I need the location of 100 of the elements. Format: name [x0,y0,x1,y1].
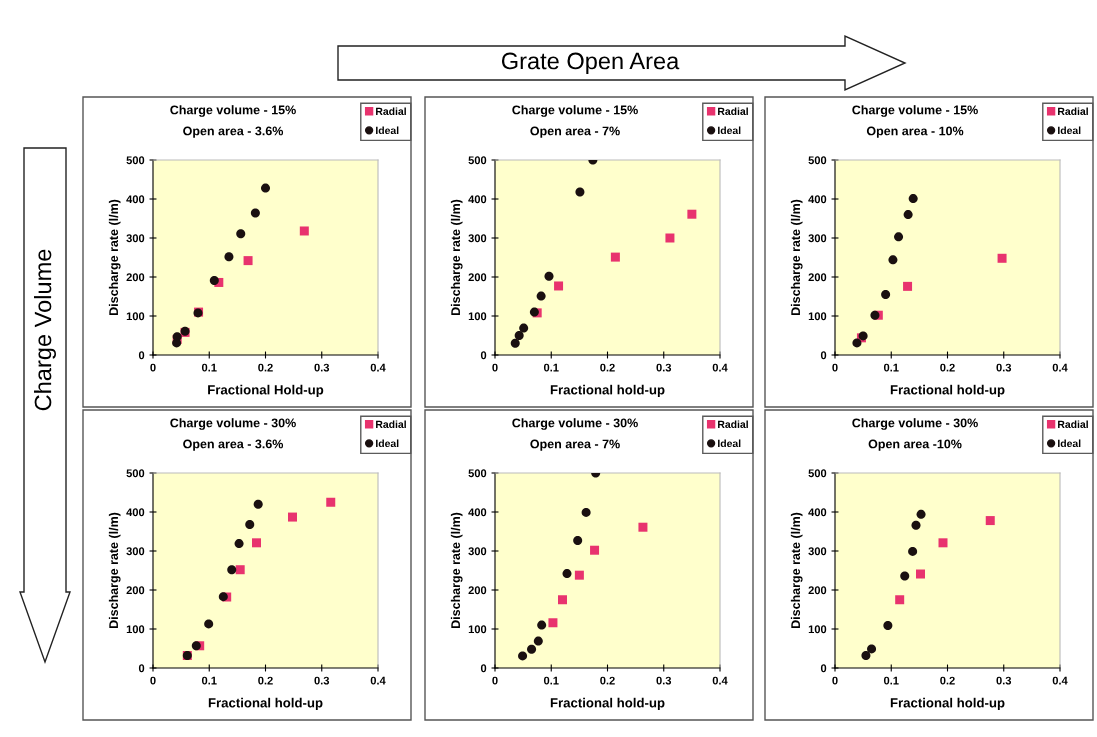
y-tick-label: 0 [480,351,487,360]
x-tick-label: 0.3 [996,363,1012,372]
legend-label: Ideal [376,126,399,135]
x-tick-label: 0.2 [258,363,273,372]
text: Grate Open Area [501,52,680,74]
y-tick-label: 400 [126,508,145,517]
x-tick-label: 0.1 [883,676,899,685]
y-tick-label: 400 [468,195,487,204]
y-tick-label: 200 [808,586,827,595]
y-tick-label: 300 [468,547,487,556]
y-axis-title: Discharge rate (l/m) [450,512,463,629]
legend-label: Ideal [718,126,741,135]
y-tick-label: 100 [468,625,487,634]
y-tick-label: 500 [808,156,827,165]
legend-label: Radial [1058,107,1088,116]
y-tick-label: 100 [808,312,827,321]
chart-subtitle: Open area -10% [868,439,962,451]
y-tick-label: 500 [808,469,827,478]
chart-title: Charge volume - 15% [512,105,638,117]
y-tick-label: 100 [126,625,145,634]
x-tick-label: 0.4 [1052,676,1068,685]
chart-title: Charge volume - 30% [170,418,296,430]
y-tick-label: 200 [468,273,487,282]
x-tick-label: 0.2 [258,676,273,685]
y-tick-label: 400 [808,195,827,204]
y-axis-title: Discharge rate (l/m) [108,199,121,316]
legend-label: Radial [376,420,406,429]
x-tick-label: 0 [492,676,498,685]
chart-title: Charge volume - 15% [170,105,296,117]
legend-label: Radial [718,107,748,116]
x-tick-label: 0 [150,363,156,372]
y-tick-label: 0 [138,351,145,360]
x-axis-title: Fractional hold-up [208,697,323,711]
x-axis-title: Fractional hold-up [890,384,1005,398]
y-tick-label: 0 [138,664,145,673]
y-tick-label: 300 [808,234,827,243]
x-tick-label: 0.1 [883,363,899,372]
x-tick-label: 0 [832,363,838,372]
chart-title: Charge volume - 30% [852,418,978,430]
x-tick-label: 0 [832,676,838,685]
x-tick-label: 0 [150,676,156,685]
x-tick-label: 0.4 [712,363,728,372]
legend-label: Ideal [1058,126,1081,135]
y-axis-title: Discharge rate (l/m) [790,199,803,316]
chart-subtitle: Open area - 3.6% [183,126,284,138]
y-tick-label: 100 [808,625,827,634]
y-axis-title: Discharge rate (l/m) [450,199,463,316]
x-axis-title: Fractional Hold-up [208,384,324,398]
x-tick-label: 0.4 [370,363,386,372]
x-tick-label: 0.4 [1052,363,1068,372]
x-tick-label: 0.1 [201,363,217,372]
chart-subtitle: Open area - 7% [530,439,620,451]
chart-subtitle: Open area - 3.6% [183,439,284,451]
x-axis-title: Fractional hold-up [550,384,665,398]
x-tick-label: 0.2 [600,363,615,372]
x-tick-label: 0.1 [201,676,217,685]
x-tick-label: 0 [492,363,498,372]
y-tick-label: 300 [808,547,827,556]
y-tick-label: 0 [820,664,827,673]
chart-subtitle: Open area - 10% [866,126,964,138]
y-tick-label: 100 [126,312,145,321]
legend-label: Radial [376,107,406,116]
legend-label: Ideal [376,439,399,448]
y-tick-label: 0 [820,351,827,360]
text: Charge Volume [34,249,56,411]
y-tick-label: 500 [468,156,487,165]
x-tick-label: 0.2 [940,676,955,685]
y-tick-label: 500 [126,469,145,478]
x-tick-label: 0.1 [543,676,559,685]
x-tick-label: 0.2 [940,363,955,372]
x-tick-label: 0.3 [314,676,330,685]
x-tick-label: 0.3 [656,363,672,372]
y-tick-label: 400 [808,508,827,517]
y-tick-label: 400 [126,195,145,204]
y-tick-label: 200 [126,273,145,282]
x-tick-label: 0.4 [712,676,728,685]
chart-title: Charge volume - 15% [852,105,978,117]
y-tick-label: 300 [126,547,145,556]
legend-label: Radial [1058,420,1088,429]
y-tick-label: 200 [126,586,145,595]
x-tick-label: 0.1 [543,363,559,372]
x-tick-label: 0.3 [656,676,672,685]
x-tick-label: 0.2 [600,676,615,685]
y-axis-title: Discharge rate (l/m) [108,512,121,629]
x-axis-title: Fractional hold-up [890,697,1005,711]
x-tick-label: 0.4 [370,676,386,685]
y-tick-label: 100 [468,312,487,321]
y-tick-label: 0 [480,664,487,673]
x-tick-label: 0.3 [314,363,330,372]
y-tick-label: 500 [126,156,145,165]
legend-label: Ideal [718,439,741,448]
y-tick-label: 400 [468,508,487,517]
chart-subtitle: Open area - 7% [530,126,620,138]
y-tick-label: 300 [468,234,487,243]
y-tick-label: 300 [126,234,145,243]
chart-title: Charge volume - 30% [512,418,638,430]
y-axis-title: Discharge rate (l/m) [790,512,803,629]
y-tick-label: 500 [468,469,487,478]
x-tick-label: 0.3 [996,676,1012,685]
y-tick-label: 200 [808,273,827,282]
